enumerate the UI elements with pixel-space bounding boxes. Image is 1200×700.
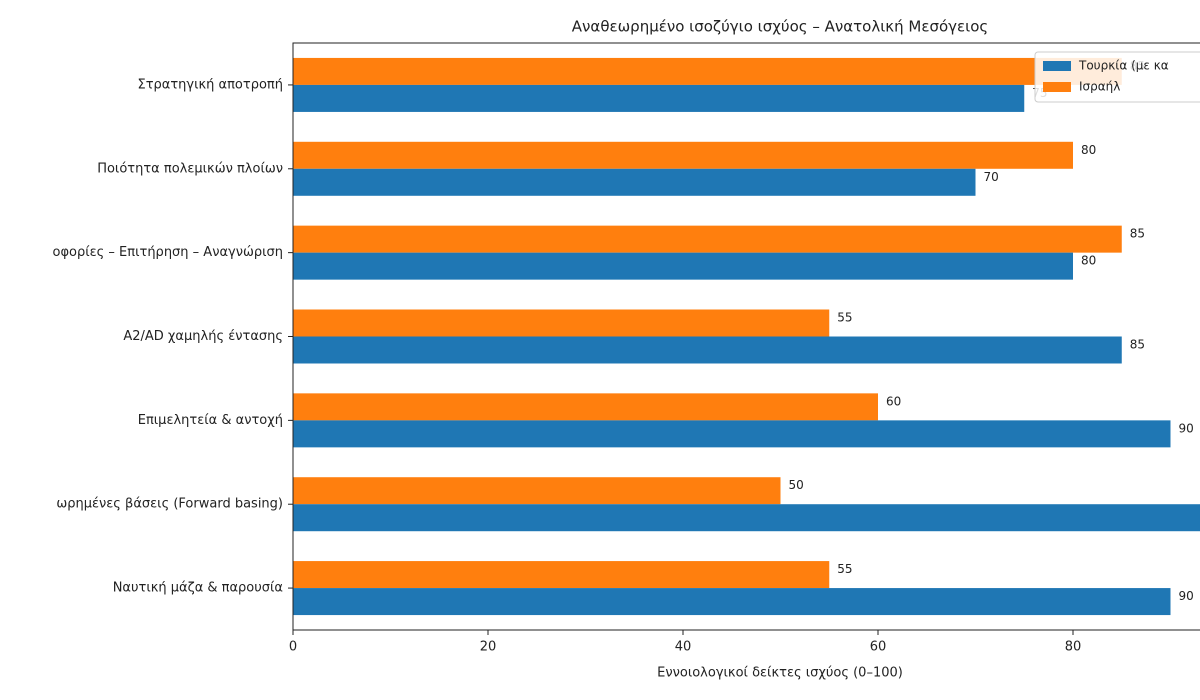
bar bbox=[293, 225, 1122, 253]
y-tick-label: Στρατηγική αποτροπή bbox=[137, 77, 283, 92]
value-label: 85 bbox=[1130, 227, 1145, 241]
value-label: 50 bbox=[789, 478, 804, 492]
bar bbox=[293, 57, 1122, 85]
bar bbox=[293, 168, 976, 196]
bar bbox=[293, 336, 1122, 364]
bar bbox=[293, 393, 878, 421]
value-label: 80 bbox=[1081, 143, 1096, 157]
legend-swatch bbox=[1043, 61, 1071, 71]
value-label: 85 bbox=[1130, 338, 1145, 352]
bar bbox=[293, 420, 1171, 448]
x-tick-label: 40 bbox=[675, 640, 692, 655]
bar bbox=[293, 561, 830, 589]
plot: Στρατηγική αποτροπή8575Ποιότητα πολεμικώ… bbox=[53, 42, 1200, 655]
y-tick-label: Επιμελητεία & αντοχή bbox=[138, 413, 283, 428]
y-tick-label: οφορίες – Επιτήρηση – Αναγνώριση bbox=[53, 245, 284, 260]
bar bbox=[293, 504, 1200, 532]
y-tick-label: ωρημένες βάσεις (Forward basing) bbox=[56, 497, 283, 512]
x-tick-label: 0 bbox=[289, 640, 297, 655]
legend-swatch bbox=[1043, 82, 1071, 92]
value-label: 90 bbox=[1179, 421, 1194, 435]
axes-frame bbox=[292, 42, 1200, 631]
y-tick-label: Ποιότητα πολεμικών πλοίων bbox=[97, 161, 283, 176]
x-tick-label: 20 bbox=[480, 640, 497, 655]
value-label: 90 bbox=[1179, 589, 1194, 603]
bar bbox=[293, 84, 1025, 112]
bar bbox=[293, 141, 1073, 169]
value-label: 55 bbox=[837, 311, 852, 325]
chart-title: Αναθεωρημένο ισοζύγιο ισχύος – Ανατολική… bbox=[572, 18, 988, 36]
y-tick-label: A2/AD χαμηλής έντασης bbox=[123, 329, 283, 344]
x-axis-label: Εννοιολογικοί δείκτες ισχύος (0–100) bbox=[657, 666, 903, 681]
value-label: 70 bbox=[984, 170, 999, 184]
y-tick-label: Ναυτική μάζα & παρουσία bbox=[113, 581, 283, 596]
bar bbox=[293, 588, 1171, 616]
bar bbox=[293, 309, 830, 337]
legend-label: Τουρκία (με κα bbox=[1078, 59, 1169, 73]
x-tick-label: 60 bbox=[870, 640, 887, 655]
value-label: 60 bbox=[886, 394, 901, 408]
legend-box bbox=[1034, 51, 1200, 103]
legend-label: Ισραήλ bbox=[1079, 80, 1120, 94]
bar bbox=[293, 477, 781, 505]
value-label: 80 bbox=[1081, 254, 1096, 268]
x-tick-label: 80 bbox=[1065, 640, 1082, 655]
value-label: 55 bbox=[837, 562, 852, 576]
bar bbox=[293, 252, 1073, 280]
